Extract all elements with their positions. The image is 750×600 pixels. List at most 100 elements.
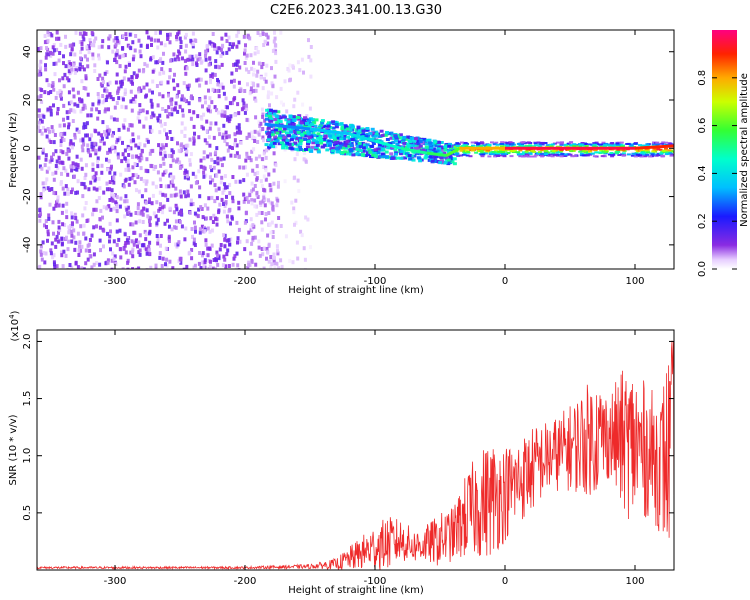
heatmap-cell bbox=[238, 165, 242, 170]
heatmap-cell bbox=[569, 150, 574, 153]
heatmap-cell bbox=[160, 264, 164, 268]
heatmap-cell bbox=[59, 42, 63, 47]
heatmap-cell bbox=[61, 264, 65, 269]
heatmap-cell bbox=[183, 58, 187, 63]
heatmap-cell bbox=[69, 190, 73, 195]
heatmap-cell bbox=[85, 219, 89, 223]
heatmap-cell bbox=[43, 90, 47, 95]
heatmap-cell bbox=[273, 265, 277, 269]
heatmap-cell bbox=[303, 137, 308, 141]
heatmap-cell bbox=[162, 70, 166, 75]
heatmap-cell bbox=[642, 153, 647, 156]
heatmap-cell bbox=[261, 86, 265, 91]
heatmap-cell bbox=[201, 253, 204, 258]
heatmap-cell bbox=[141, 220, 145, 224]
heatmap-cell bbox=[71, 142, 75, 147]
heatmap-cell bbox=[282, 129, 287, 133]
heatmap-cell bbox=[244, 211, 248, 216]
heatmap-cell bbox=[256, 83, 260, 88]
heatmap-cell bbox=[279, 258, 283, 263]
heatmap-cell bbox=[107, 131, 111, 136]
heatmap-cell bbox=[57, 156, 61, 161]
heatmap-cell bbox=[201, 251, 205, 256]
heatmap-cell bbox=[154, 184, 158, 189]
heatmap-cell bbox=[148, 219, 151, 224]
heatmap-cell bbox=[389, 152, 394, 156]
heatmap-cell bbox=[72, 228, 76, 233]
heatmap-cell bbox=[298, 124, 303, 128]
heatmap-cell bbox=[75, 66, 79, 70]
heatmap-cell bbox=[179, 209, 183, 214]
heatmap-cell bbox=[198, 98, 202, 103]
heatmap-cell bbox=[49, 108, 53, 113]
heatmap-cell bbox=[93, 63, 97, 68]
heatmap-cell bbox=[83, 54, 87, 59]
heatmap-cell bbox=[229, 153, 233, 158]
heatmap-cell bbox=[495, 152, 500, 155]
heatmap-cell bbox=[174, 101, 178, 106]
heatmap-cell bbox=[321, 125, 326, 129]
heatmap-cell bbox=[271, 84, 275, 89]
heatmap-cell bbox=[202, 150, 206, 155]
heatmap-cell bbox=[115, 209, 119, 214]
heatmap-cell bbox=[159, 41, 163, 46]
heatmap-cell bbox=[126, 240, 130, 245]
top-y-axis-label: Frequency (Hz) bbox=[8, 112, 19, 188]
heatmap-cell bbox=[378, 154, 383, 158]
heatmap-cell bbox=[57, 36, 61, 41]
heatmap-cell bbox=[242, 192, 246, 197]
heatmap-cell bbox=[475, 145, 480, 147]
heatmap-cell bbox=[267, 242, 271, 247]
heatmap-cell bbox=[161, 192, 165, 197]
heatmap-cell bbox=[103, 71, 107, 76]
heatmap-cell bbox=[399, 150, 404, 154]
heatmap-cell bbox=[501, 149, 506, 152]
heatmap-cell bbox=[37, 108, 41, 113]
heatmap-cell bbox=[92, 262, 96, 267]
heatmap-cell bbox=[340, 151, 345, 155]
heatmap-cell bbox=[79, 157, 83, 162]
heatmap-cell bbox=[54, 149, 58, 154]
heatmap-cell bbox=[295, 240, 299, 245]
heatmap-cell bbox=[352, 147, 357, 151]
heatmap-cell bbox=[215, 196, 219, 201]
heatmap-cell bbox=[106, 82, 110, 87]
heatmap-ridge-segment bbox=[426, 151, 447, 158]
heatmap-cell bbox=[335, 147, 339, 151]
heatmap-cell bbox=[329, 147, 334, 151]
heatmap-cell bbox=[123, 243, 127, 248]
heatmap-cell bbox=[171, 158, 175, 163]
heatmap-cell bbox=[126, 144, 130, 149]
heatmap-cell bbox=[287, 118, 292, 122]
heatmap-cell bbox=[39, 66, 42, 71]
heatmap-cell bbox=[110, 188, 114, 193]
heatmap-cell bbox=[90, 31, 94, 35]
heatmap-cell bbox=[110, 164, 113, 169]
heatmap-cell bbox=[578, 150, 583, 153]
heatmap-cell bbox=[308, 106, 312, 111]
heatmap-cell bbox=[300, 57, 304, 62]
heatmap-cell bbox=[54, 237, 58, 242]
heatmap-cell bbox=[97, 45, 101, 50]
heatmap-cell bbox=[57, 230, 60, 235]
heatmap-cell bbox=[229, 221, 232, 226]
heatmap-cell bbox=[222, 187, 226, 192]
heatmap-cell bbox=[315, 135, 320, 139]
heatmap-cell bbox=[81, 148, 85, 153]
heatmap-cell bbox=[295, 128, 300, 132]
heatmap-cell bbox=[273, 261, 277, 266]
heatmap-cell bbox=[172, 175, 176, 180]
heatmap-cell bbox=[510, 143, 515, 146]
heatmap-cell bbox=[314, 118, 319, 122]
heatmap-cell bbox=[177, 240, 181, 245]
heatmap-cell bbox=[153, 38, 157, 43]
heatmap-cell bbox=[309, 58, 313, 63]
heatmap-cell bbox=[335, 136, 339, 140]
heatmap-cell bbox=[353, 136, 358, 140]
heatmap-cell bbox=[107, 45, 111, 50]
heatmap-cell bbox=[127, 153, 131, 157]
figure-title: C2E6.2023.341.00.13.G30 bbox=[270, 3, 442, 18]
y-multiplier-label: (x104) bbox=[8, 310, 21, 341]
heatmap-cell bbox=[223, 204, 227, 209]
heatmap-cell bbox=[418, 159, 423, 163]
